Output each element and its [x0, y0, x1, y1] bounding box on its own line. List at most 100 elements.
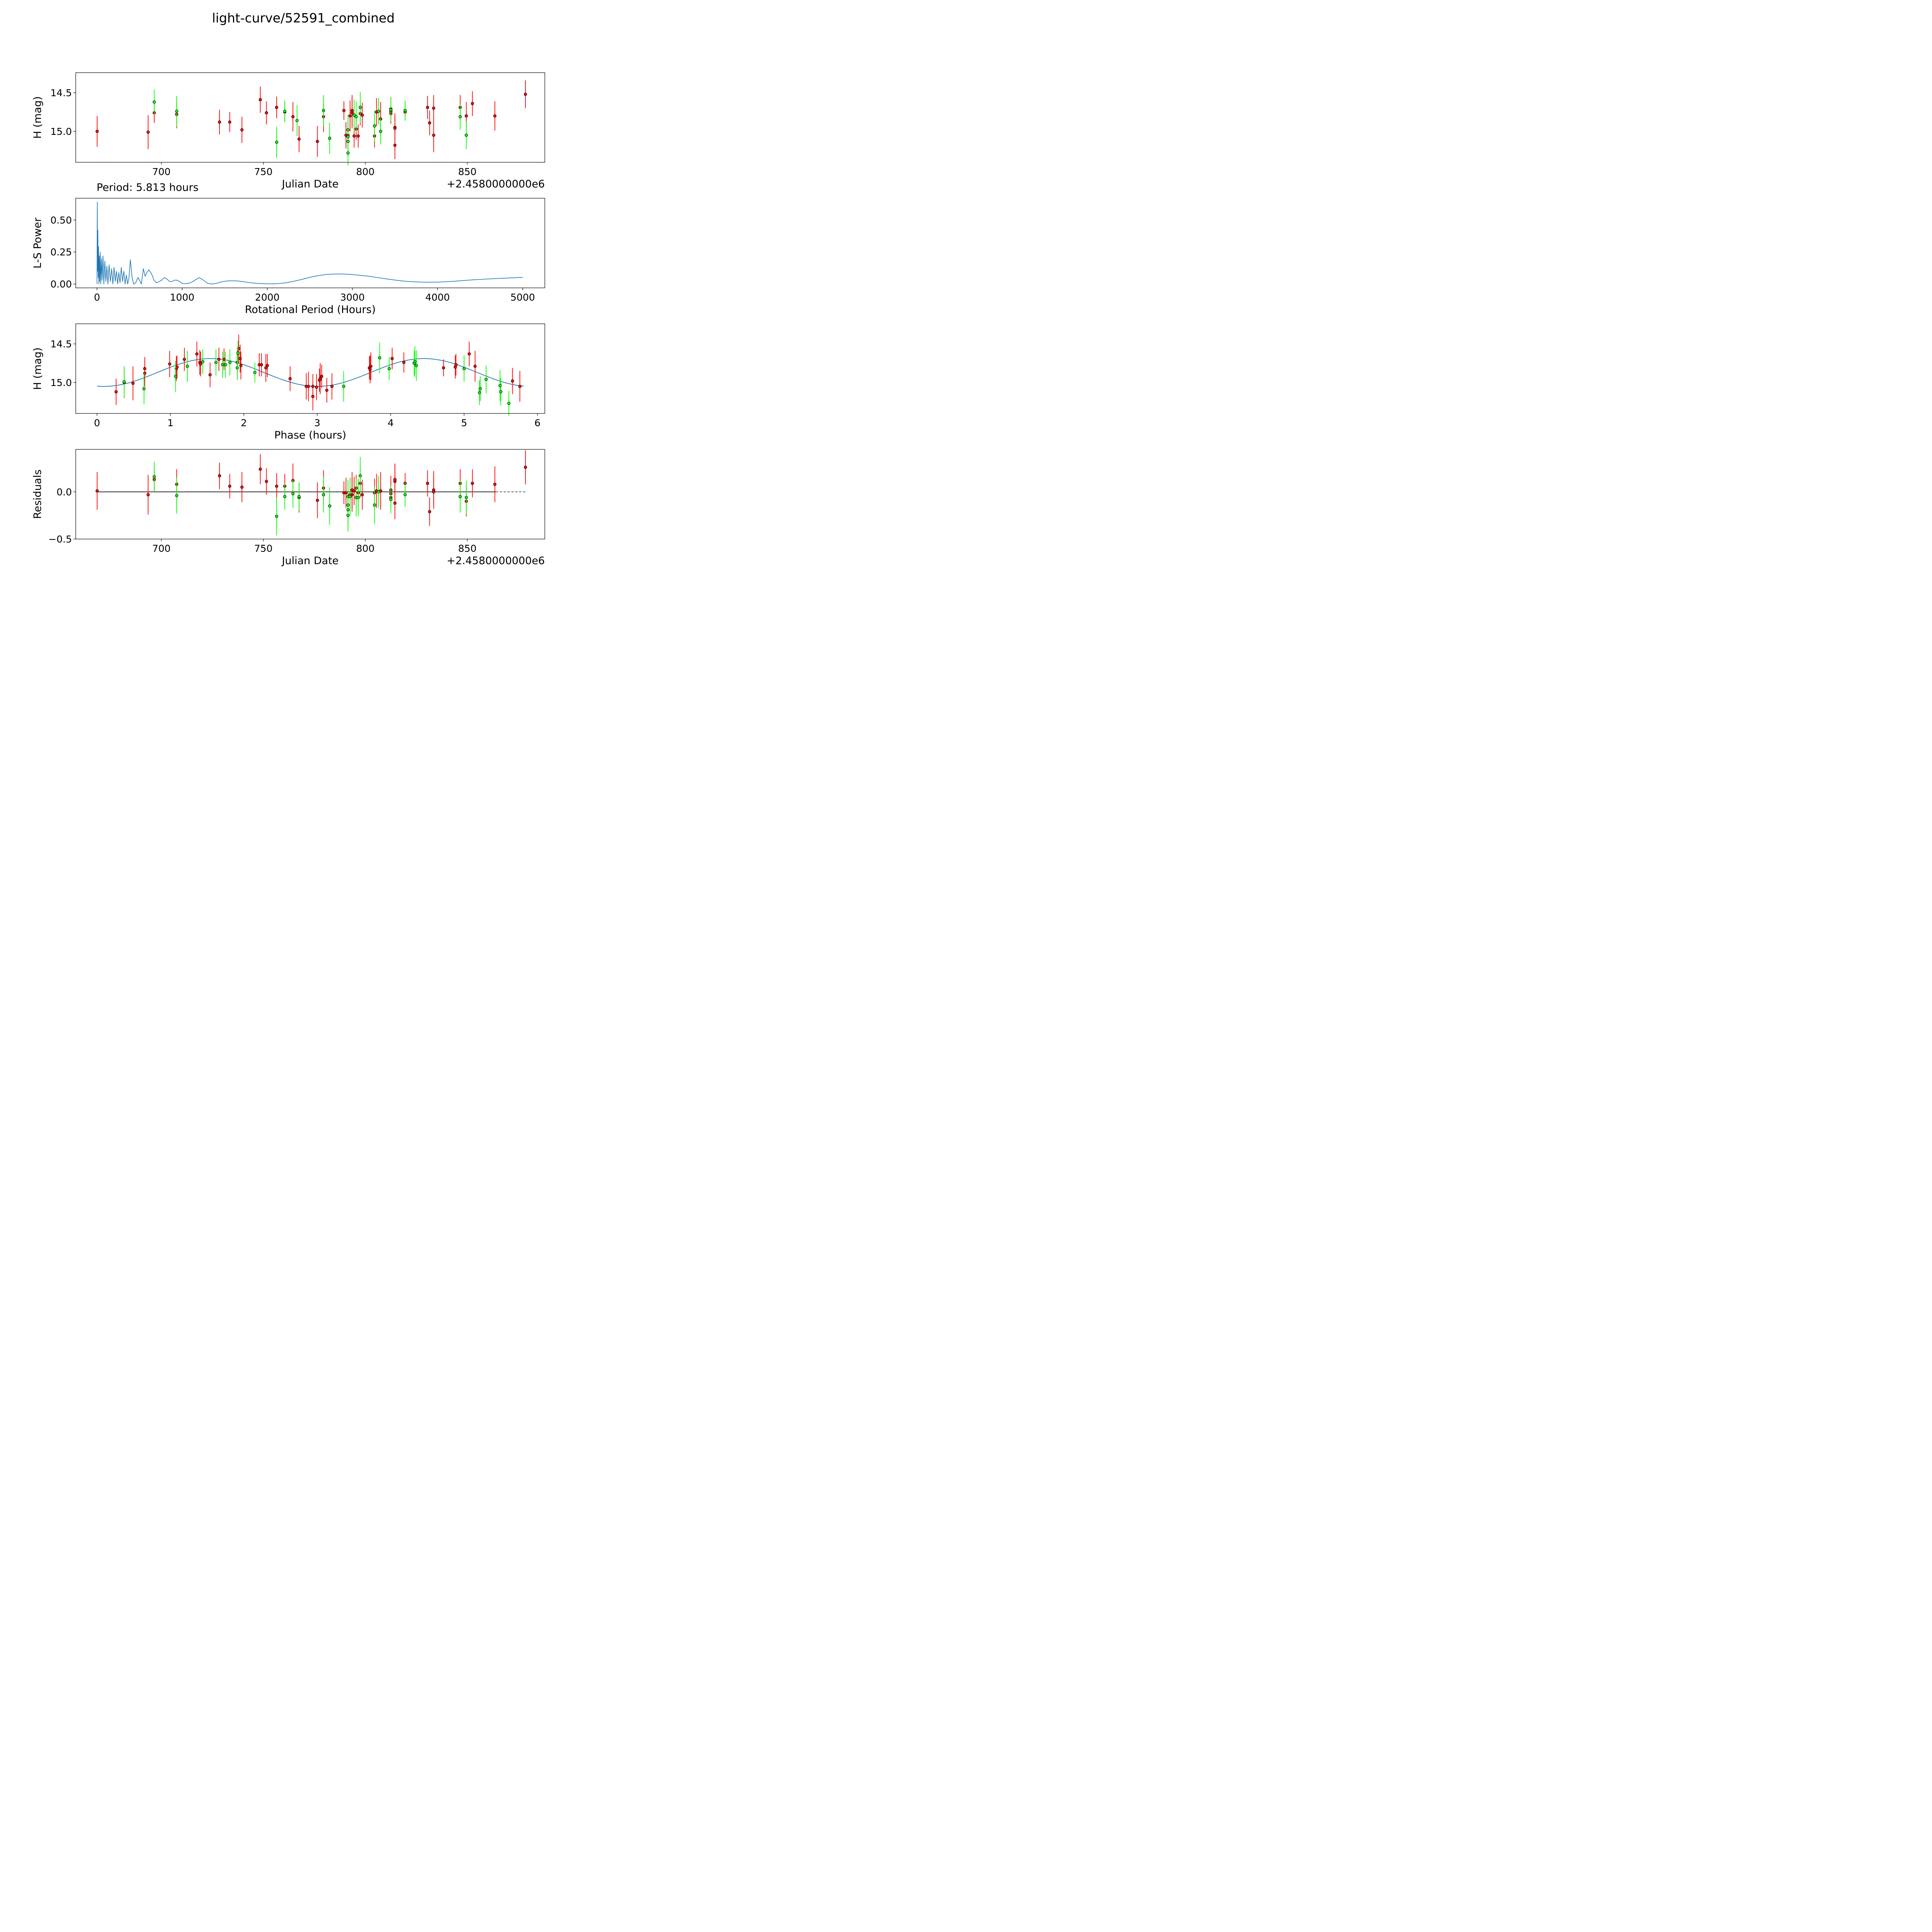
green-data-point	[389, 498, 393, 501]
red-data-point	[393, 478, 397, 481]
y-axis-label: L-S Power	[32, 217, 44, 269]
figure-background	[0, 0, 597, 597]
x-tick-label: 6	[534, 417, 541, 429]
chart-panels: 700 750 800 850 15.0 14.5 Julian Date H (mag) +2…	[32, 72, 545, 567]
green-data-point	[354, 115, 358, 119]
green-data-point	[322, 493, 325, 497]
green-data-point	[283, 495, 287, 498]
green-data-point	[224, 363, 227, 367]
green-data-point	[295, 119, 299, 122]
green-data-point	[235, 366, 239, 370]
y-axis-label: H (mag)	[32, 347, 44, 390]
red-data-point	[228, 485, 231, 488]
green-data-point	[356, 496, 360, 499]
x-tick-label: 800	[356, 543, 375, 554]
x-axis-label: Phase (hours)	[274, 429, 346, 441]
red-data-point	[493, 483, 497, 486]
green-data-point	[275, 140, 279, 144]
red-data-point	[344, 491, 348, 495]
green-data-point	[464, 133, 468, 137]
green-data-point	[291, 492, 295, 495]
red-data-point	[259, 468, 262, 471]
green-data-point	[346, 151, 350, 155]
red-data-point	[291, 115, 295, 119]
figure-title: light-curve/52591_combined	[212, 10, 395, 26]
red-data-point	[432, 106, 435, 110]
green-data-point	[346, 508, 350, 512]
red-data-point	[143, 367, 146, 371]
phased-frame	[75, 323, 545, 414]
green-data-point	[403, 109, 407, 112]
x-tick-label: 5	[461, 417, 467, 429]
green-data-point	[346, 514, 350, 517]
periodogram-panel: 0 1000 2000 3000 4000 5000 0.00 0.25 0.50 Rotatio…	[32, 198, 545, 316]
red-data-point	[473, 364, 477, 368]
green-data-point	[185, 364, 189, 368]
red-data-point	[217, 357, 221, 361]
red-data-point	[432, 133, 435, 137]
green-data-point	[322, 109, 325, 112]
red-data-point	[264, 366, 268, 370]
red-data-point	[311, 384, 315, 388]
green-data-point	[174, 374, 177, 378]
lightcurve-panel: 700 750 800 850 15.0 14.5 Julian Date H (mag) +2…	[32, 72, 545, 190]
power-series-line	[97, 202, 523, 284]
green-data-point	[346, 128, 350, 132]
red-data-point	[352, 134, 356, 138]
red-data-point	[402, 361, 406, 364]
red-data-point	[330, 384, 334, 388]
period-label: Period: 5.813 hours	[97, 182, 199, 194]
red-data-point	[518, 384, 522, 388]
green-data-point	[346, 503, 350, 507]
green-data-point	[388, 367, 391, 371]
red-data-point	[239, 364, 243, 367]
red-data-point	[260, 363, 263, 367]
green-data-point	[201, 360, 204, 364]
x-tick-label: 5000	[510, 292, 535, 303]
red-data-point	[146, 130, 150, 134]
lightcurve-frame	[75, 72, 545, 163]
red-data-point	[348, 114, 352, 118]
periodogram-frame	[75, 198, 545, 288]
red-data-point	[208, 373, 212, 377]
x-tick-label: 700	[152, 166, 171, 177]
green-data-point	[328, 136, 332, 140]
green-data-point	[297, 495, 301, 498]
x-axis-label: Julian Date	[281, 178, 339, 190]
red-data-point	[369, 364, 372, 368]
green-data-point	[346, 135, 350, 139]
x-offset-text: +2.4580000000e6	[447, 178, 545, 190]
x-tick-label: 2000	[255, 292, 280, 303]
red-data-point	[393, 126, 397, 130]
red-data-point	[393, 143, 397, 147]
green-data-point	[478, 391, 481, 395]
red-data-point	[199, 362, 202, 366]
red-data-point	[428, 510, 431, 514]
red-data-point	[114, 390, 118, 394]
red-data-point	[524, 466, 527, 469]
x-tick-label: 4000	[425, 292, 450, 303]
red-data-point	[442, 366, 445, 370]
green-data-point	[348, 495, 352, 498]
green-data-point	[478, 387, 482, 391]
x-tick-label: 2	[241, 417, 247, 429]
green-data-point	[379, 129, 383, 133]
y-tick-label: 14.5	[50, 87, 72, 99]
red-data-point	[95, 129, 99, 133]
green-data-point	[153, 100, 156, 104]
y-axis-label: Residuals	[32, 469, 44, 519]
x-axis-label: Rotational Period (Hours)	[245, 304, 376, 316]
red-data-point	[265, 480, 268, 483]
y-tick-label: 0.0	[56, 486, 72, 498]
y-tick-label: 0.50	[50, 214, 72, 226]
green-data-point	[373, 503, 376, 507]
green-data-point	[352, 113, 356, 117]
green-data-point	[175, 494, 179, 497]
red-data-point	[511, 379, 514, 383]
x-tick-label: 3000	[340, 292, 365, 303]
red-data-point	[428, 121, 431, 125]
red-data-point	[175, 365, 179, 369]
red-data-point	[168, 362, 172, 366]
red-data-point	[316, 139, 319, 143]
red-data-point	[265, 364, 269, 367]
